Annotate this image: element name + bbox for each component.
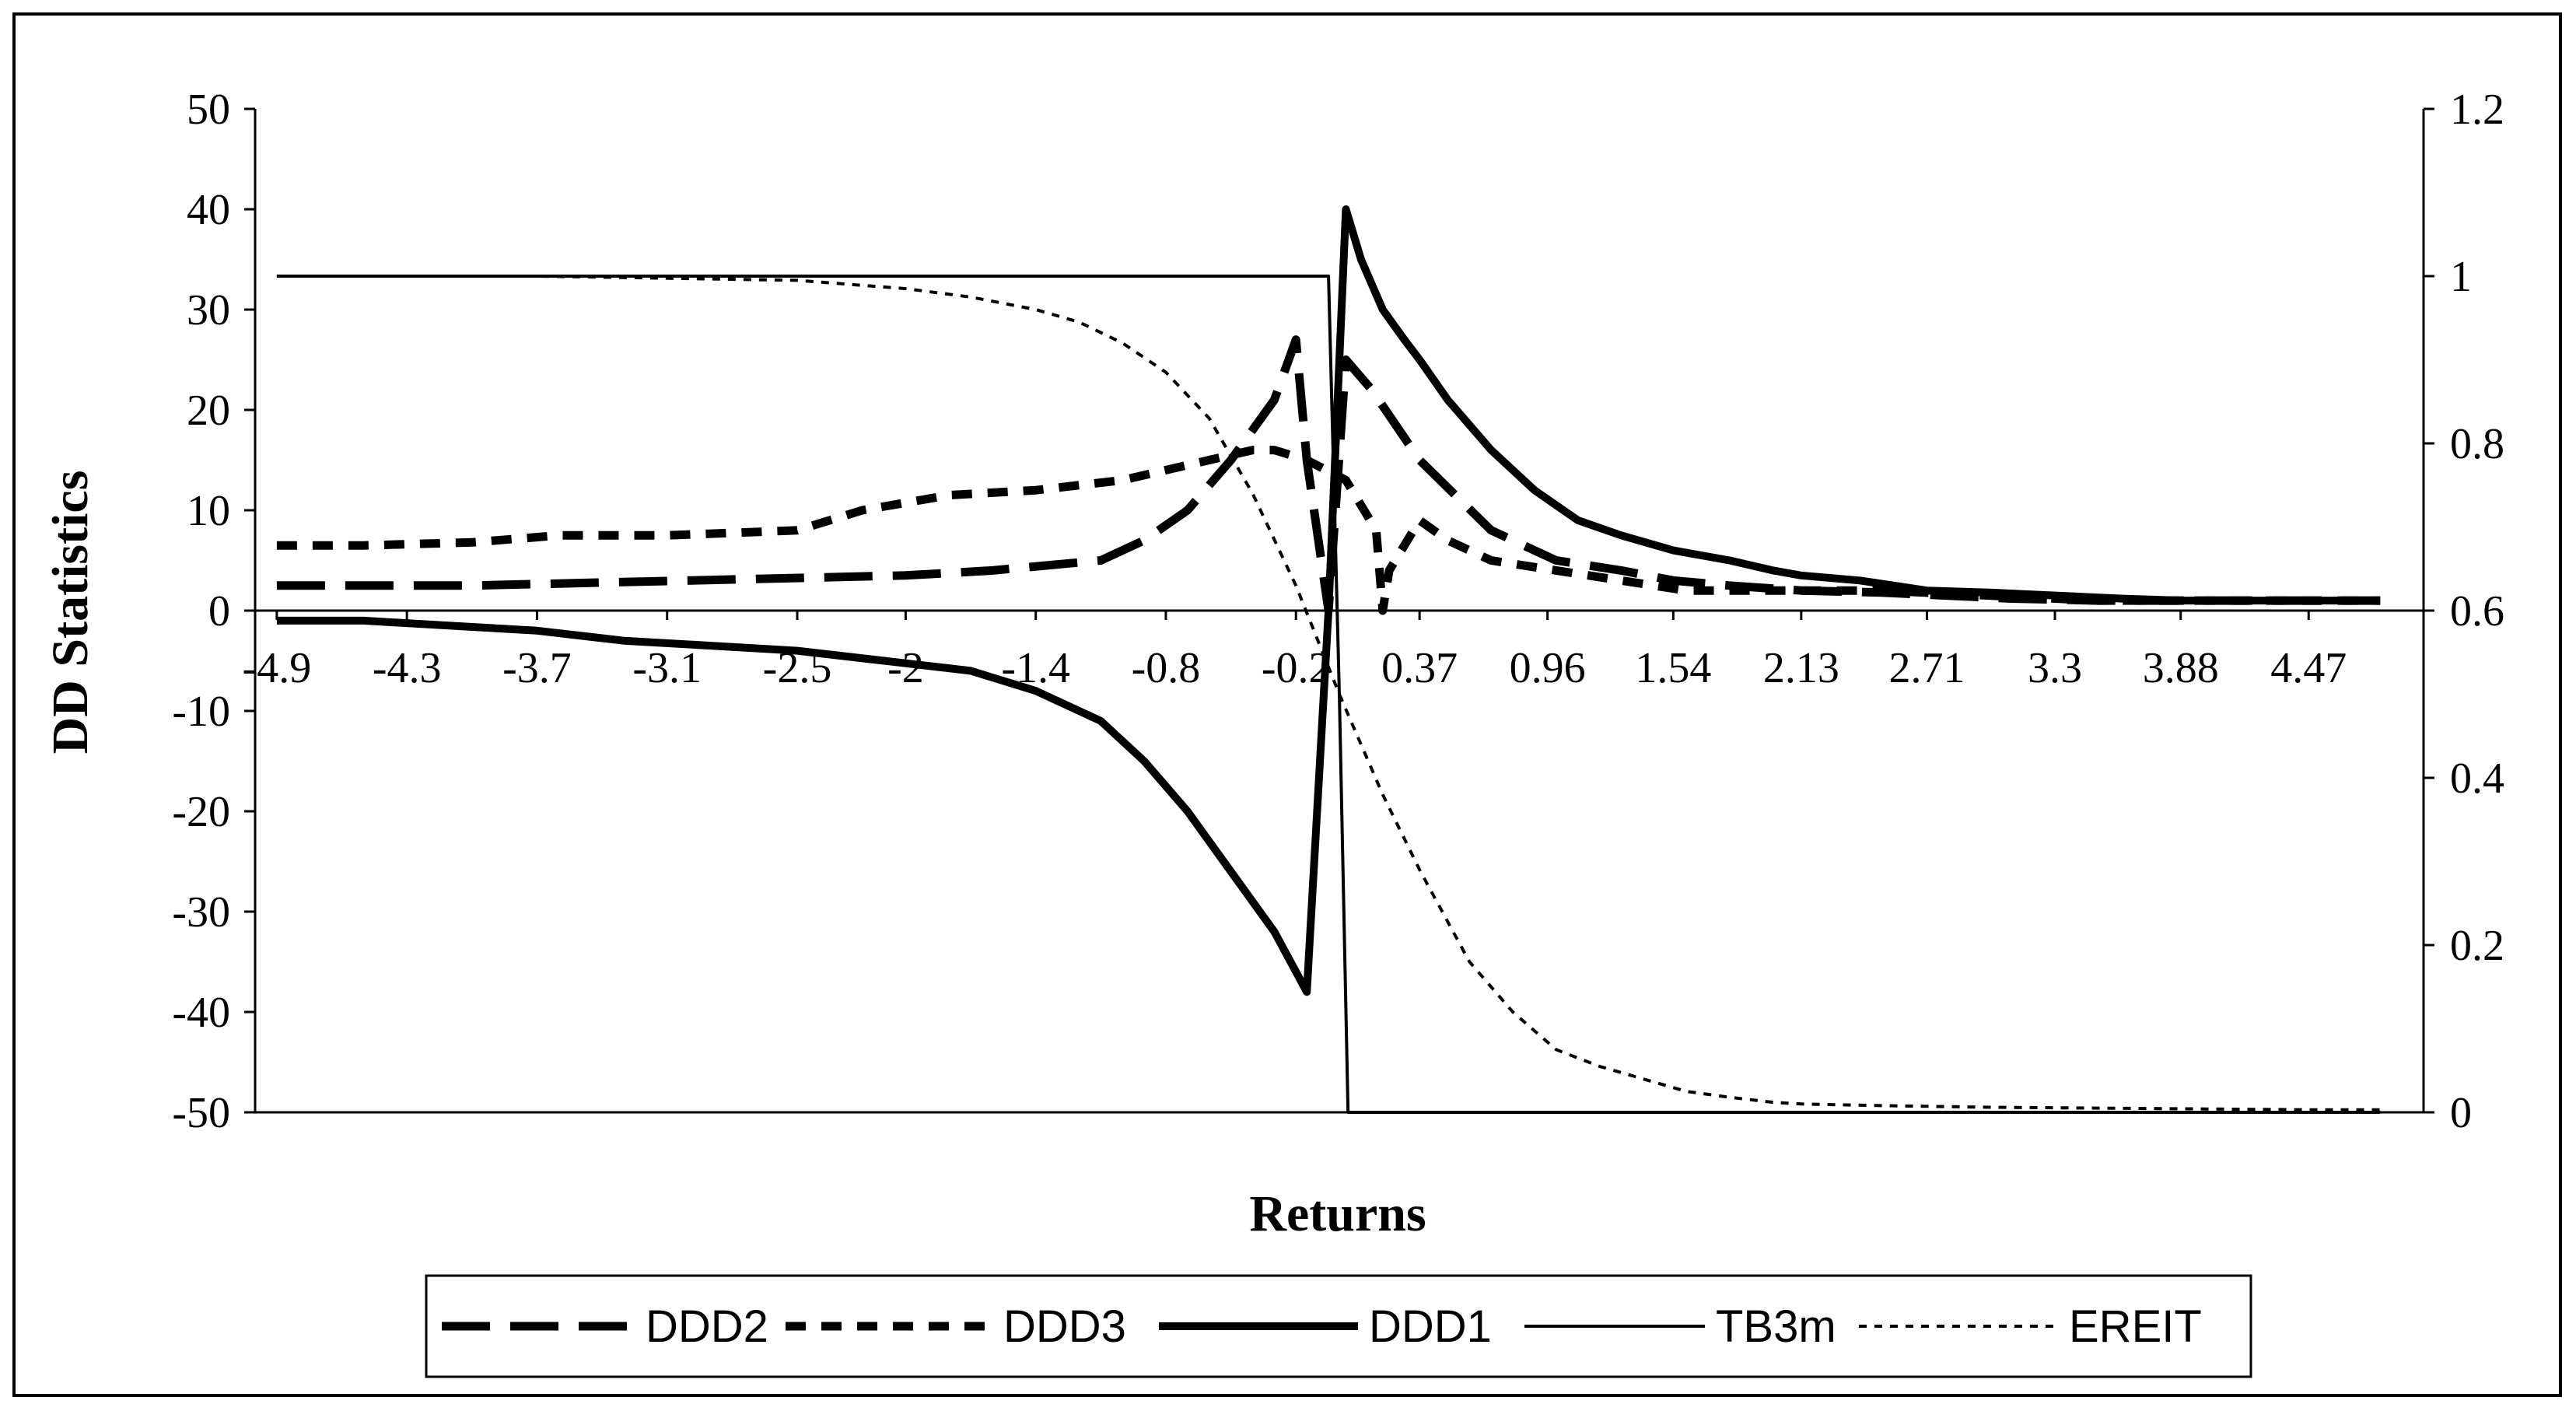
y-tick-label: -30: [172, 888, 230, 937]
x-tick-label: -3.7: [502, 644, 572, 692]
x-tick-label: -3.1: [632, 644, 702, 692]
axes-layer: 50403020100-10-20-30-40-501.210.80.60.40…: [172, 86, 2504, 1137]
x-tick-label: -1.4: [1001, 644, 1070, 692]
x-tick-label: -2: [887, 644, 924, 692]
x-tick-label: 0.37: [1381, 644, 1458, 692]
y-tick-label: 10: [187, 487, 230, 535]
x-tick-label: 2.13: [1763, 644, 1839, 692]
y2-tick-label: 0.6: [2450, 587, 2504, 635]
y2-tick-label: 0.4: [2450, 755, 2504, 803]
legend-label-ddd3: DDD3: [1003, 1301, 1126, 1352]
y-tick-label: -40: [172, 989, 230, 1037]
y2-tick-label: 0.8: [2450, 420, 2504, 468]
series-line-ddd1: [276, 205, 2381, 996]
legend-label-tb3m: TB3m: [1716, 1301, 1836, 1352]
x-tick-label: 4.47: [2270, 644, 2347, 692]
y-tick-label: -20: [172, 788, 230, 836]
y2-tick-label: 1: [2450, 253, 2472, 301]
x-tick-label: -2.5: [763, 644, 832, 692]
x-axis-title: Returns: [1249, 1185, 1426, 1242]
y-tick-label: 20: [187, 387, 230, 435]
legend-label-ddd1: DDD1: [1369, 1301, 1492, 1352]
x-tick-label: 0.96: [1510, 644, 1586, 692]
x-tick-label: -0.2: [1262, 644, 1331, 692]
series-line-tb3m: [276, 275, 2381, 1114]
series-line-ddd3: [276, 446, 2381, 615]
x-tick-label: -0.8: [1132, 644, 1201, 692]
x-tick-label: 3.88: [2143, 644, 2219, 692]
y2-tick-label: 0: [2450, 1089, 2472, 1137]
y-tick-label: -50: [172, 1089, 230, 1137]
x-tick-label: 3.3: [2028, 644, 2082, 692]
legend: DDD2 DDD3 DDD1 TB3m EREIT: [425, 1274, 2252, 1378]
series-line-ereit: [276, 275, 2381, 1112]
x-tick-label: -4.3: [373, 644, 442, 692]
y-tick-label: 0: [208, 587, 230, 635]
legend-label-ereit: EREIT: [2069, 1301, 2202, 1352]
x-tick-label: 2.71: [1889, 644, 1965, 692]
y2-tick-label: 1.2: [2450, 86, 2504, 134]
legend-label-ddd2: DDD2: [646, 1301, 768, 1352]
y-tick-label: 30: [187, 286, 230, 334]
y-tick-label: -10: [172, 688, 230, 736]
chart-frame: [12, 12, 2562, 1397]
y2-tick-label: 0.2: [2450, 922, 2504, 970]
x-tick-label: 1.54: [1635, 644, 1711, 692]
y-tick-label: 50: [187, 86, 230, 134]
y-tick-label: 40: [187, 186, 230, 234]
x-tick-label: -4.9: [243, 644, 312, 692]
y-axis-title: DD Statistics: [42, 471, 99, 755]
